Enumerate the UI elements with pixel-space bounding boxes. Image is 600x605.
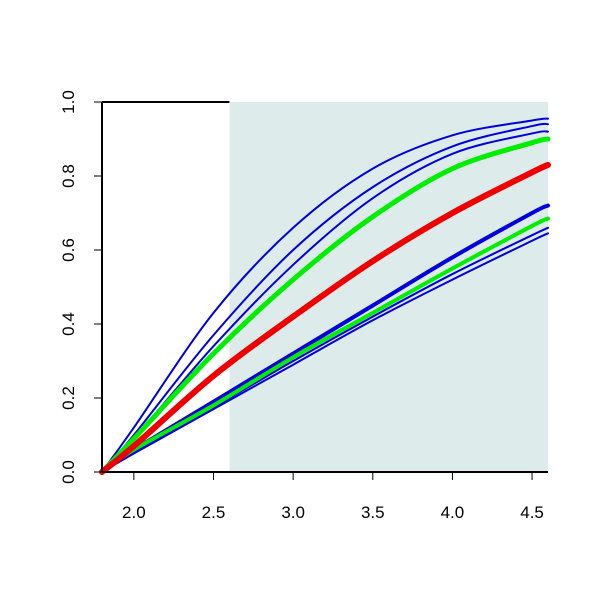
y-tick-label-1: 0.0 (59, 460, 78, 484)
axis-layer: 2.0 2.5 3.0 3.5 4.0 4.5 0.0 0.2 0.4 0.6 0.8 1.0 (59, 90, 548, 522)
x-tick-label-3: 3.0 (281, 503, 305, 522)
x-tick-label-5: 4.0 (441, 503, 465, 522)
shaded-region (229, 102, 548, 472)
y-tick-label-6: 1.0 (59, 90, 78, 114)
series-line-9 (101, 232, 549, 473)
x-tick-label-6: 4.5 (520, 503, 544, 522)
x-tick-label-1: 2.0 (122, 503, 146, 522)
y-tick-label-2: 0.2 (59, 386, 78, 410)
series-line-2 (101, 122, 549, 473)
x-tick-label-2: 2.5 (202, 503, 226, 522)
series-line-1 (101, 117, 549, 473)
series-line-5 (99, 161, 551, 475)
y-tick-label-4: 0.6 (59, 238, 78, 262)
series-line-4 (99, 136, 551, 475)
series-layer (99, 117, 551, 475)
series-line-7 (100, 216, 550, 474)
y-tick-label-3: 0.4 (59, 312, 78, 336)
y-tick-label-5: 0.8 (59, 164, 78, 188)
x-tick-label-4: 3.5 (361, 503, 385, 522)
